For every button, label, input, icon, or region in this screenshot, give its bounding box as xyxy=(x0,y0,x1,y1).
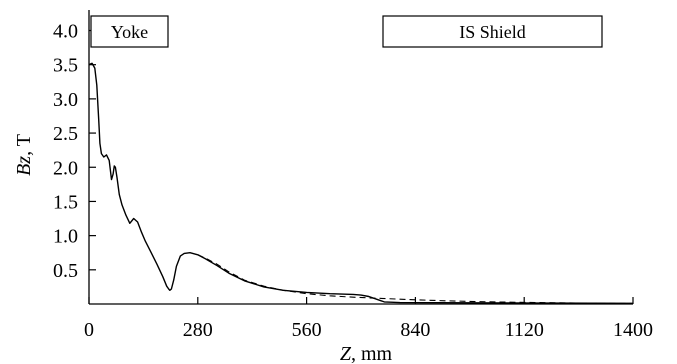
y-tick-label: 0.5 xyxy=(53,260,78,282)
y-axis-var: Bz xyxy=(13,156,35,176)
y-axis-unit: , T xyxy=(13,134,35,156)
y-tick-label: 1.0 xyxy=(53,226,78,248)
x-axis-title: Z, mm xyxy=(340,343,393,364)
y-tick-label: 3.0 xyxy=(53,89,78,111)
y-tick-label: 4.0 xyxy=(53,21,78,43)
x-axis-unit: , mm xyxy=(351,343,393,364)
y-axis-title: Bz, T xyxy=(13,134,35,176)
series-group xyxy=(88,62,634,305)
yoke-label-box xyxy=(90,15,169,48)
x-tick-label: 840 xyxy=(400,319,430,341)
x-tick-label: 560 xyxy=(292,319,322,341)
shield-label: IS Shield xyxy=(459,22,526,42)
dashed-series-line xyxy=(197,254,634,305)
y-tick-label: 2.0 xyxy=(53,157,78,179)
y-tick-label: 2.5 xyxy=(53,123,78,145)
x-tick-label: 1120 xyxy=(505,319,544,341)
yoke-label: Yoke xyxy=(111,22,148,42)
x-tick-label: 1400 xyxy=(613,319,653,341)
solid-series-line xyxy=(88,62,634,304)
y-tick-label: 3.5 xyxy=(53,55,78,77)
x-axis-var: Z xyxy=(340,343,352,364)
x-tick-label: 0 xyxy=(84,319,94,341)
axes-group xyxy=(88,10,633,305)
x-tick-label: 280 xyxy=(183,319,213,341)
ticks-group: 0 280 560 840 1120 1400 0.5 1.0 1.5 2.0 2.5 3.0 3.5 4… xyxy=(53,21,653,341)
shield-label-box xyxy=(382,15,603,48)
y-tick-label: 1.5 xyxy=(53,191,78,213)
